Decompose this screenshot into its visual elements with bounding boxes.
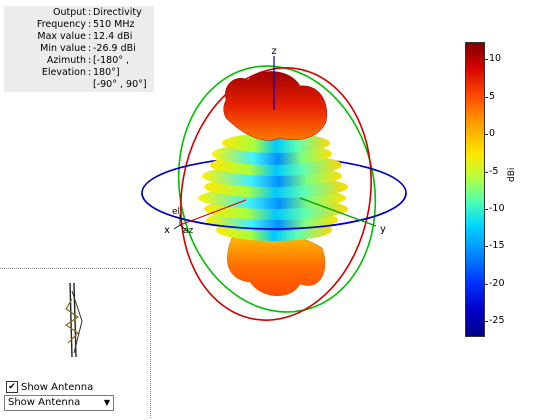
x-axis-label: x (164, 225, 170, 236)
colorbar-tick (484, 134, 488, 135)
info-colon: : (88, 43, 92, 54)
info-row-min-value: Min value : -26.9 dBi (4, 43, 154, 55)
azimuth-ring-front (141, 192, 407, 230)
show-antenna-checkbox[interactable]: ✔ Show Antenna (6, 381, 93, 394)
info-value: Directivity (93, 7, 142, 18)
colorbar-tick-label: -15 (489, 240, 505, 251)
colorbar-tick (484, 321, 488, 322)
info-row-max-value: Max value : 12.4 dBi (4, 31, 154, 43)
colorbar-tick-label: 10 (489, 53, 502, 64)
info-key: Elevation (41, 67, 86, 78)
info-colon: : (88, 19, 92, 30)
az-label: az (183, 226, 194, 236)
origin-triad: el az (172, 207, 194, 236)
show-antenna-dropdown[interactable]: Show Antenna ▼ (4, 395, 114, 411)
colorbar-tick-label: 5 (489, 91, 496, 102)
info-row-azimuth: Azimuth : [-180° , (4, 55, 154, 67)
check-icon: ✔ (8, 382, 16, 392)
info-colon: : (88, 55, 92, 66)
colorbar-tick (484, 172, 488, 173)
info-value: 12.4 dBi (93, 31, 133, 42)
checkbox-box[interactable]: ✔ (6, 381, 18, 393)
y-axis (299, 197, 377, 227)
colorbar-tick (484, 209, 488, 210)
colorbar-tick-label: 0 (489, 128, 496, 139)
info-key: Output (53, 7, 86, 18)
info-value: [-90° , 90°] (93, 79, 147, 90)
info-key: Min value (40, 43, 86, 54)
antenna-preview-panel (0, 268, 151, 418)
info-row-range: [-90° , 90°] (4, 79, 154, 91)
checkbox-label: Show Antenna (21, 382, 94, 393)
colorbar-unit-label: dBi (507, 167, 517, 182)
colorbar-tick-label: -10 (489, 203, 505, 214)
x-axis (179, 199, 247, 226)
colorbar: 10 5 0 -5 -10 -15 -20 -25 dBi (465, 42, 525, 342)
info-row-frequency: Frequency : 510 MHz (4, 19, 154, 31)
info-row-output: Output : Directivity (4, 7, 154, 19)
colorbar-gradient (465, 42, 485, 337)
info-key: Azimuth (46, 55, 86, 66)
main-lobe (223, 71, 328, 141)
info-value: 180°] (93, 67, 120, 78)
dropdown-value: Show Antenna (8, 397, 81, 408)
el-label: el (172, 207, 180, 217)
antenna-geometry-icon (64, 282, 83, 358)
z-axis-label: z (271, 46, 276, 57)
info-key: Max value (37, 31, 86, 42)
bottom-lobe (227, 234, 326, 296)
colorbar-tick (484, 97, 488, 98)
info-colon: : (88, 67, 92, 78)
info-colon: : (88, 31, 92, 42)
info-value: -26.9 dBi (93, 43, 136, 54)
colorbar-tick-label: -25 (489, 315, 505, 326)
colorbar-tick-label: -20 (489, 278, 505, 289)
info-value: [-180° , (93, 55, 130, 66)
info-value: 510 MHz (93, 19, 135, 30)
colorbar-tick (484, 246, 488, 247)
colorbar-tick (484, 284, 488, 285)
y-axis-label: y (380, 224, 386, 235)
info-colon: : (88, 7, 92, 18)
colorbar-tick (484, 59, 488, 60)
chevron-down-icon[interactable]: ▼ (103, 398, 110, 407)
side-lobe-bands (198, 133, 348, 241)
info-panel: Output : Directivity Frequency : 510 MHz… (4, 6, 154, 92)
info-row-elevation: Elevation : 180°] (4, 67, 154, 79)
colorbar-tick-label: -5 (489, 166, 499, 177)
elevation-ring-red (180, 67, 372, 321)
radiation-pattern-3d-view[interactable]: z y x el az (0, 0, 460, 340)
info-key: Frequency (36, 19, 86, 30)
